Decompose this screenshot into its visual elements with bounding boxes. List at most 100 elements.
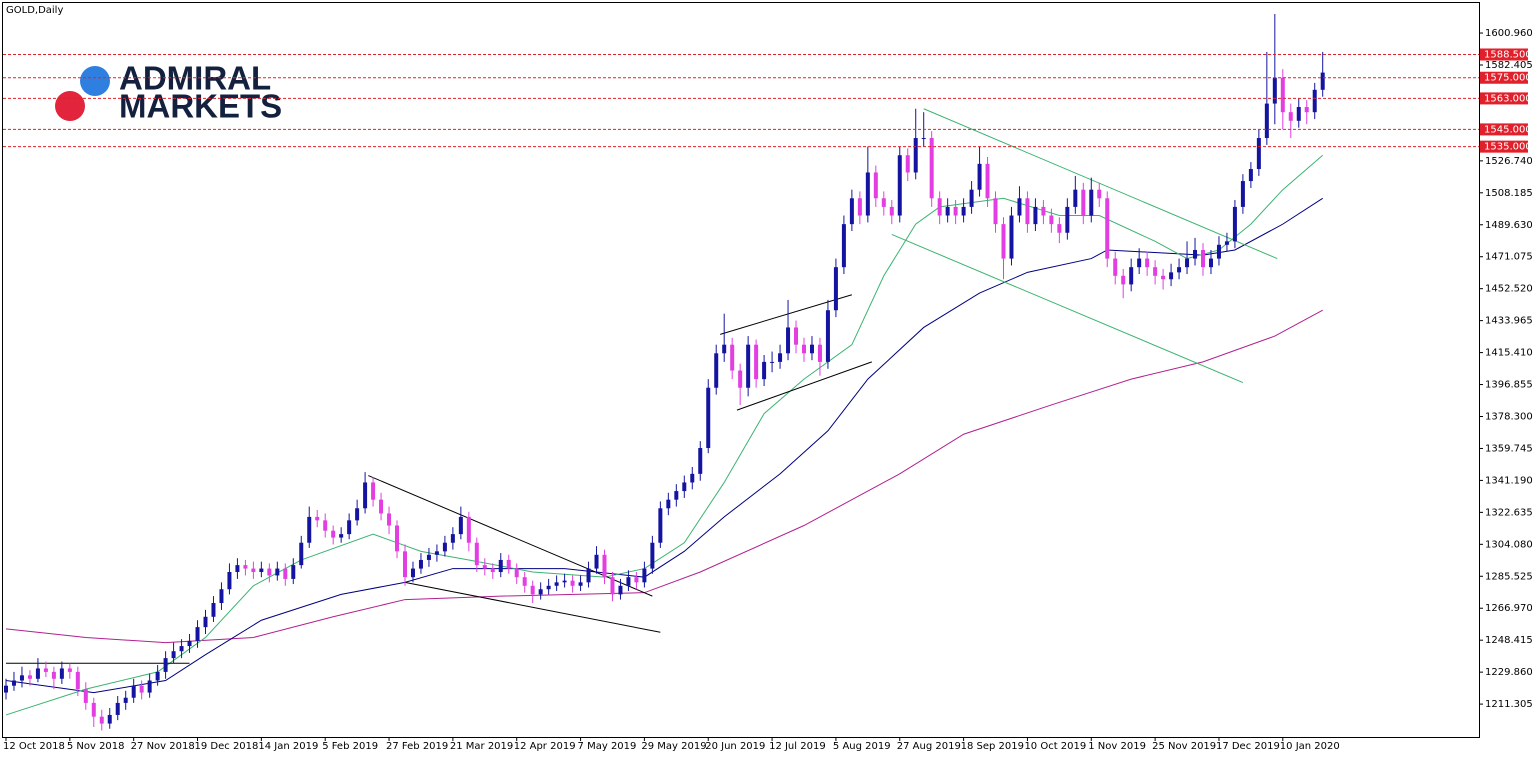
candle-body	[107, 714, 112, 724]
candle-body	[722, 344, 727, 354]
candle-body	[650, 542, 655, 569]
candle-body	[1161, 275, 1166, 280]
candle-body	[27, 675, 32, 679]
candle-body	[490, 568, 495, 573]
x-tick-label: 29 May 2019	[641, 741, 706, 752]
candle-body	[929, 138, 934, 199]
candle-body	[267, 568, 272, 576]
level-label: 1588.500	[1484, 49, 1532, 60]
candle-body	[642, 568, 647, 583]
candle-body	[546, 585, 551, 590]
candle-body	[562, 580, 567, 583]
candle-body	[897, 155, 902, 216]
candle-body	[746, 344, 751, 388]
logo-text: MARKETS	[119, 88, 282, 125]
logo-dot	[80, 66, 110, 96]
candle-body	[1009, 215, 1014, 259]
candle-body	[251, 568, 256, 573]
candle-body	[754, 344, 759, 380]
x-tick-label: 12 Apr 2019	[514, 741, 576, 752]
candle-body	[466, 516, 471, 543]
candle-body	[83, 689, 88, 703]
candle-body	[937, 198, 942, 216]
candle-body	[1177, 267, 1182, 273]
candle-body	[1113, 258, 1118, 276]
candle-body	[387, 513, 392, 526]
candle-body	[275, 568, 280, 576]
candle-body	[131, 685, 136, 698]
y-tick-label: 1452.520	[1485, 284, 1533, 295]
candle-body	[434, 551, 439, 555]
candle-body	[857, 198, 862, 216]
candle-body	[993, 198, 998, 225]
y-tick-label: 1526.740	[1485, 156, 1533, 167]
x-tick-label: 27 Aug 2019	[897, 741, 961, 752]
level-tag	[1480, 92, 1528, 105]
moving-average	[5, 154, 1324, 716]
candle-body	[610, 577, 615, 595]
candle-body	[355, 508, 360, 521]
plot-frame	[2, 2, 1480, 738]
candle-body	[690, 473, 695, 483]
x-tick-label: 10 Oct 2019	[1024, 741, 1086, 752]
candle-body	[762, 361, 767, 380]
candle-body	[1208, 258, 1213, 268]
candle-body	[1145, 258, 1150, 268]
candle-body	[171, 651, 176, 659]
candle-body	[618, 585, 623, 595]
candle-body	[522, 577, 527, 586]
candle-body	[243, 565, 248, 569]
candle-body	[395, 525, 400, 552]
candle-body	[123, 697, 128, 703]
candle-body	[426, 554, 431, 560]
level-tag	[1480, 140, 1528, 153]
candle-body	[51, 671, 56, 679]
candle-body	[626, 577, 631, 586]
candle-body	[371, 482, 376, 500]
candle-body	[666, 499, 671, 509]
x-tick-label: 14 Jan 2019	[258, 741, 318, 752]
level-label: 1563.000	[1484, 93, 1532, 104]
candle-body	[155, 671, 160, 681]
candle-body	[1057, 224, 1062, 233]
candle-body	[674, 491, 679, 500]
x-tick-label: 5 Aug 2019	[833, 741, 891, 752]
candle-body	[195, 627, 200, 641]
y-tick-label: 1508.185	[1485, 188, 1533, 199]
candle-body	[19, 675, 24, 681]
candle-body	[977, 163, 982, 190]
candle-body	[91, 702, 96, 717]
candle-body	[738, 370, 743, 388]
candle-body	[1001, 224, 1006, 259]
candle-body	[1185, 258, 1190, 268]
candle-body	[1017, 198, 1022, 216]
candle-body	[794, 327, 799, 345]
candle-body	[1089, 189, 1094, 216]
candle-body	[945, 206, 950, 216]
candle-body	[809, 344, 814, 354]
candle-body	[1025, 198, 1030, 225]
candle-body	[578, 582, 583, 586]
candle-body	[211, 603, 216, 617]
candle-body	[594, 554, 599, 569]
y-tick-label: 1266.970	[1485, 603, 1533, 614]
candle-body	[498, 559, 503, 573]
candle-body	[283, 568, 288, 579]
candle-body	[410, 568, 415, 578]
x-tick-label: 27 Feb 2019	[386, 741, 448, 752]
candle-body	[1296, 107, 1301, 121]
candle-body	[203, 616, 208, 628]
candle-body	[969, 189, 974, 207]
candle-body	[1201, 249, 1205, 268]
candle-body	[458, 516, 463, 535]
candle-body	[841, 224, 846, 268]
x-tick-label: 25 Nov 2019	[1152, 741, 1216, 752]
candle-body	[43, 668, 48, 672]
y-tick-label: 1582.405	[1485, 60, 1533, 71]
y-tick-label: 1489.630	[1485, 220, 1533, 231]
candle-body	[849, 198, 854, 225]
candle-body	[953, 206, 958, 216]
candle-body	[227, 572, 232, 590]
level-label: 1535.000	[1484, 142, 1532, 153]
